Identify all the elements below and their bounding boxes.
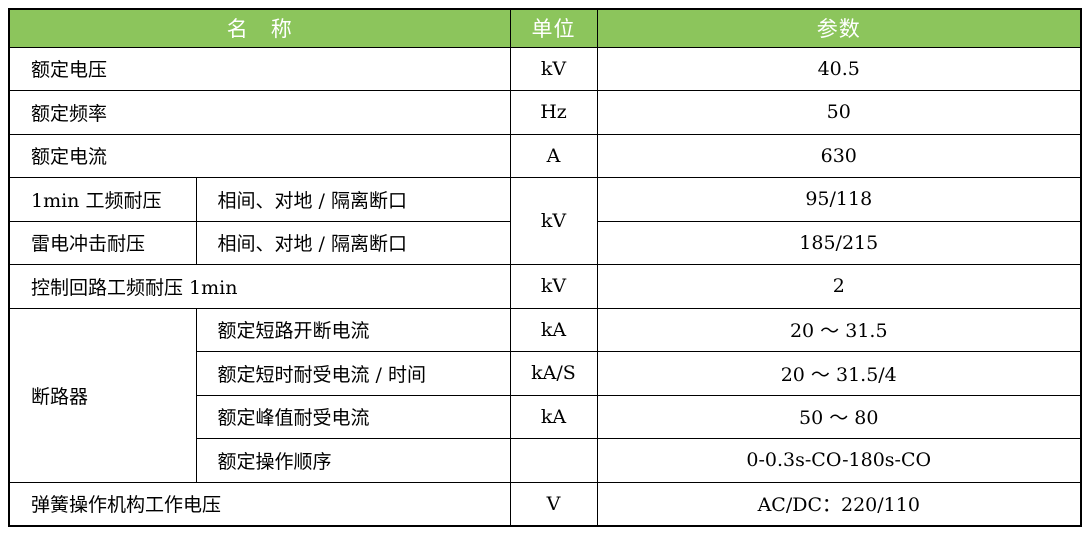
spec-name: 额定频率 <box>8 90 511 135</box>
spec-value: 2 <box>596 264 1082 309</box>
header-name: 名 称 <box>8 8 511 48</box>
spec-name: 雷电冲击耐压 <box>8 220 197 265</box>
spec-unit: kV <box>509 46 598 91</box>
spec-unit: kV <box>509 264 598 309</box>
spec-value: 185/215 <box>596 220 1082 265</box>
spec-name: 额定操作顺序 <box>195 438 511 483</box>
spec-value: 95/118 <box>596 177 1082 222</box>
spec-name: 额定电压 <box>8 46 511 91</box>
spec-name: 额定短路开断电流 <box>195 307 511 352</box>
spec-value: 50 ～ 80 <box>596 394 1082 439</box>
table-row-lightning-impulse-withstand: 雷电冲击耐压 相间、对地 / 隔离断口 185/215 <box>8 220 1082 265</box>
spec-unit: kA <box>509 394 598 439</box>
table-row-rated-frequency: 额定频率 Hz 50 <box>8 90 1082 135</box>
spec-name: 额定电流 <box>8 133 511 178</box>
spec-value: 50 <box>596 90 1082 135</box>
spec-unit: A <box>509 133 598 178</box>
spec-name: 额定峰值耐受电流 <box>195 394 511 439</box>
spec-name: 1min 工频耐压 <box>8 177 197 222</box>
spec-unit: Hz <box>509 90 598 135</box>
table-row-breaking-current: 断路器 额定短路开断电流 kA 20 ～ 31.5 <box>8 307 1082 483</box>
spec-value: AC/DC：220/110 <box>596 481 1082 526</box>
spec-value: 20 ～ 31.5 <box>596 307 1082 352</box>
header-row: 名 称 单位 参数 <box>8 8 1082 48</box>
spec-group-breaker: 断路器 <box>8 307 197 483</box>
spec-table: 名 称 单位 参数 额定电压 kV 40.5 额定频率 Hz 50 额定电流 A… <box>8 8 1082 527</box>
table-row-peak-withstand-current: 额定峰值耐受电流 kA 50 ～ 80 <box>9 394 1082 439</box>
spec-unit: kA/S <box>509 351 598 396</box>
header-param: 参数 <box>596 8 1082 48</box>
table-row-operation-sequence: 额定操作顺序 0-0.3s-CO-180s-CO <box>9 438 1082 483</box>
table-row-spring-mechanism-voltage: 弹簧操作机构工作电压 V AC/DC：220/110 <box>8 481 1082 526</box>
spec-condition: 相间、对地 / 隔离断口 <box>195 177 511 222</box>
spec-unit: kA <box>509 307 598 352</box>
spec-name: 额定短时耐受电流 / 时间 <box>195 351 511 396</box>
spec-name: 控制回路工频耐压 1min <box>8 264 511 309</box>
table-row-rated-current: 额定电流 A 630 <box>8 133 1082 178</box>
spec-unit <box>509 438 598 483</box>
spec-value: 0-0.3s-CO-180s-CO <box>596 438 1082 483</box>
spec-value: 40.5 <box>596 46 1082 91</box>
spec-unit: kV <box>509 177 598 265</box>
header-unit: 单位 <box>509 8 598 48</box>
table-row-power-frequency-withstand: 1min 工频耐压 相间、对地 / 隔离断口 kV 95/118 <box>8 177 1082 265</box>
spec-unit: V <box>509 481 598 526</box>
table-row-short-time-withstand-current: 额定短时耐受电流 / 时间 kA/S 20 ～ 31.5/4 <box>9 351 1082 396</box>
spec-value: 20 ～ 31.5/4 <box>596 351 1082 396</box>
spec-name: 弹簧操作机构工作电压 <box>8 481 511 526</box>
spec-condition: 相间、对地 / 隔离断口 <box>195 220 511 265</box>
table-row-rated-voltage: 额定电压 kV 40.5 <box>8 46 1082 91</box>
spec-value: 630 <box>596 133 1082 178</box>
table-row-control-circuit-withstand: 控制回路工频耐压 1min kV 2 <box>8 264 1082 309</box>
